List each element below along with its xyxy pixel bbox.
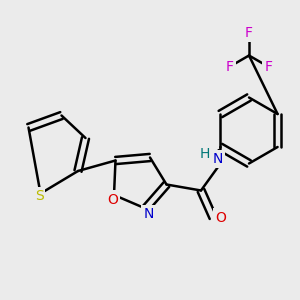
- Text: N: N: [143, 208, 154, 221]
- Text: N: N: [212, 152, 223, 166]
- Text: O: O: [107, 193, 118, 206]
- Text: F: F: [265, 60, 272, 74]
- Text: S: S: [34, 190, 43, 203]
- Text: F: F: [245, 26, 253, 40]
- Text: O: O: [215, 211, 226, 224]
- Text: H: H: [200, 148, 210, 161]
- Text: F: F: [226, 60, 233, 74]
